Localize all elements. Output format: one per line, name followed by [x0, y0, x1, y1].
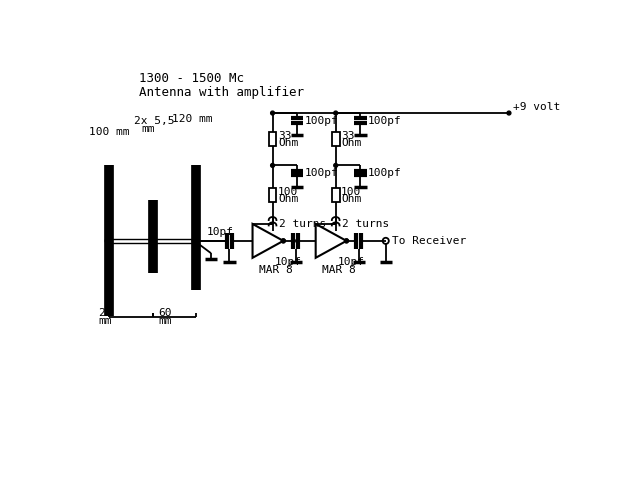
- Text: mm: mm: [99, 316, 112, 326]
- Text: 10pf: 10pf: [338, 257, 365, 267]
- Polygon shape: [316, 224, 346, 258]
- Text: Ohm: Ohm: [278, 138, 298, 148]
- Text: Ohm: Ohm: [341, 138, 362, 148]
- Bar: [332, 188, 340, 202]
- Text: 100 mm: 100 mm: [90, 127, 130, 137]
- Text: +9 volt: +9 volt: [513, 102, 560, 112]
- Text: 100pf: 100pf: [368, 168, 402, 178]
- Text: 100pf: 100pf: [368, 116, 402, 126]
- Text: MAR 8: MAR 8: [322, 265, 356, 275]
- Bar: [269, 188, 276, 202]
- Bar: [269, 132, 276, 146]
- Circle shape: [344, 239, 348, 243]
- Circle shape: [282, 239, 285, 243]
- Text: 2x 5,5: 2x 5,5: [134, 116, 175, 126]
- Text: Ohm: Ohm: [341, 193, 362, 204]
- Text: 33: 33: [341, 131, 355, 141]
- Text: 10pf: 10pf: [275, 257, 301, 267]
- Text: Antenna with amplifier: Antenna with amplifier: [140, 86, 305, 99]
- Text: 33: 33: [278, 131, 291, 141]
- Circle shape: [271, 111, 275, 115]
- Circle shape: [344, 239, 348, 243]
- Circle shape: [334, 164, 338, 168]
- Circle shape: [271, 164, 275, 168]
- Text: 2 turns: 2 turns: [342, 219, 389, 229]
- Bar: [332, 132, 340, 146]
- Circle shape: [282, 239, 285, 243]
- Text: 10pf: 10pf: [207, 227, 234, 237]
- Text: 25: 25: [99, 308, 112, 318]
- Circle shape: [334, 111, 338, 115]
- Text: 1300 - 1500 Mc: 1300 - 1500 Mc: [140, 72, 244, 85]
- Text: MAR 8: MAR 8: [259, 265, 292, 275]
- Text: Ohm: Ohm: [278, 193, 298, 204]
- Text: mm: mm: [141, 124, 154, 134]
- Circle shape: [507, 111, 511, 115]
- Text: mm: mm: [159, 316, 172, 326]
- Polygon shape: [253, 224, 284, 258]
- Text: 100pf: 100pf: [305, 168, 339, 178]
- Text: 100: 100: [278, 187, 298, 197]
- Text: To Receiver: To Receiver: [392, 236, 466, 246]
- Circle shape: [291, 239, 295, 243]
- Text: 120 mm: 120 mm: [172, 114, 213, 124]
- Text: 60: 60: [159, 308, 172, 318]
- Text: 2 turns: 2 turns: [279, 219, 326, 229]
- Text: 100: 100: [341, 187, 362, 197]
- Text: 100pf: 100pf: [305, 116, 339, 126]
